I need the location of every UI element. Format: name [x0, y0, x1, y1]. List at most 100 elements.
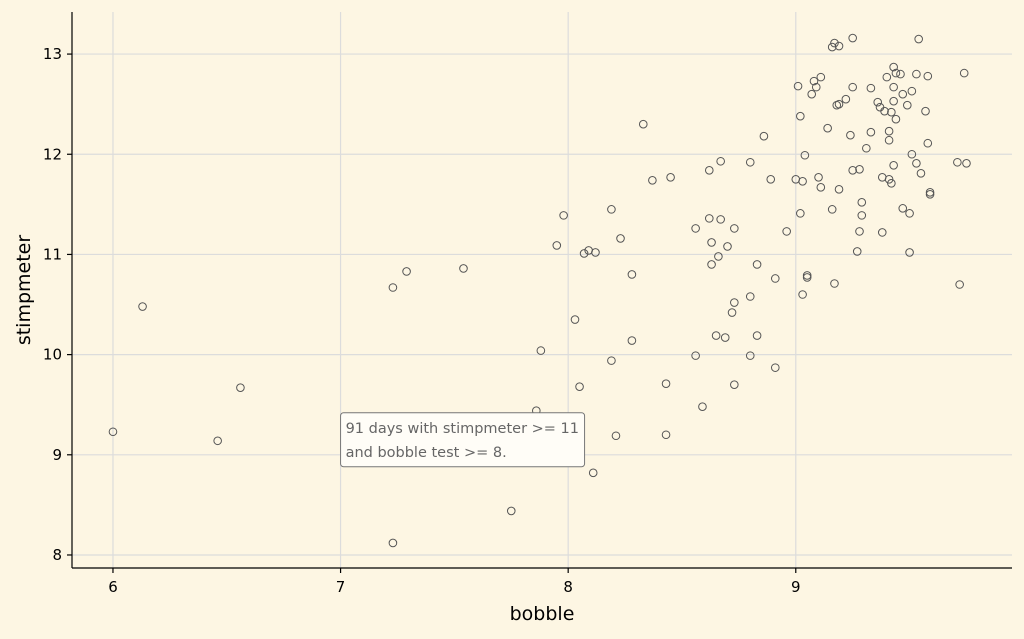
data-point [889, 96, 898, 106]
annotation-line-2: and bobble test >= 8. [346, 445, 507, 461]
data-point [907, 86, 917, 96]
data-point [691, 351, 700, 360]
data-point [579, 249, 589, 258]
data-point [138, 302, 147, 311]
data-point [638, 119, 648, 129]
data-point [402, 267, 411, 276]
grid-lines [72, 12, 1012, 568]
data-point [887, 179, 896, 188]
annotation-box [340, 412, 586, 468]
data-point [852, 247, 862, 256]
data-point [816, 72, 826, 82]
data-point [704, 165, 714, 175]
x-tick-label: 8 [563, 578, 573, 596]
y-tick-label: 13 [43, 45, 62, 63]
data-point [962, 158, 971, 168]
data-point [857, 198, 867, 207]
data-point [848, 82, 857, 92]
data-point [848, 33, 857, 43]
data-point [875, 102, 885, 112]
data-point [889, 62, 898, 72]
data-point [916, 168, 926, 178]
data-point [723, 242, 732, 251]
x-tick-label: 7 [336, 578, 346, 596]
y-tick-label: 11 [43, 245, 62, 263]
data-point [830, 38, 839, 48]
data-point [891, 68, 901, 78]
data-point [559, 211, 568, 220]
data-point [907, 149, 917, 159]
data-point [834, 41, 844, 51]
data-point [536, 346, 546, 355]
data-point [827, 205, 837, 214]
data-point [923, 71, 933, 81]
data-point [745, 292, 755, 301]
data-point [796, 111, 805, 121]
data-point [648, 176, 657, 185]
data-point [575, 382, 584, 391]
y-tick-label: 10 [43, 346, 62, 364]
data-point [745, 351, 755, 360]
data-point [666, 172, 675, 182]
data-point [914, 34, 923, 44]
data-point [108, 427, 118, 437]
data-point [459, 264, 468, 273]
data-point [889, 160, 898, 170]
data-point [925, 190, 935, 199]
data-point [811, 82, 821, 92]
data-point [807, 89, 817, 99]
data-point [727, 308, 737, 317]
data-point [616, 234, 625, 243]
data-point [716, 156, 725, 166]
data-point [752, 331, 762, 340]
data-point [591, 248, 600, 257]
data-point [884, 126, 894, 136]
data-point [388, 538, 398, 548]
data-point [857, 211, 867, 220]
data-point [714, 252, 723, 261]
data-point [730, 298, 739, 307]
data-point [898, 204, 908, 213]
data-point [711, 331, 721, 340]
tick-labels: 6 7 8 9 8 9 10 11 12 13 [43, 45, 801, 596]
data-point [707, 238, 716, 247]
data-point [855, 227, 864, 236]
data-point [611, 431, 621, 441]
data-point [707, 260, 716, 269]
data-point [661, 430, 671, 440]
data-point [800, 150, 810, 160]
x-tick-label: 9 [791, 578, 801, 596]
data-point [798, 177, 807, 186]
data-point [877, 228, 887, 237]
data-point [921, 106, 930, 116]
y-tick-label: 9 [52, 446, 62, 464]
annotation: 91 days with stimpmeter >= 11 and bobble… [340, 412, 586, 468]
data-point [759, 131, 769, 141]
data-point [959, 68, 969, 78]
data-point [698, 402, 707, 412]
data-point [782, 227, 791, 236]
data-point [830, 279, 839, 288]
annotation-line-1: 91 days with stimpmeter >= 11 [346, 421, 579, 437]
data-point [588, 468, 598, 478]
x-axis-title: bobble [510, 603, 575, 625]
data-point [213, 436, 222, 446]
data-point [912, 158, 921, 168]
data-point [898, 89, 908, 99]
x-tick-label: 6 [108, 578, 118, 596]
y-tick-label: 12 [43, 145, 62, 163]
data-point [796, 209, 805, 218]
data-point [873, 97, 883, 107]
data-point [905, 248, 914, 257]
data-point [798, 290, 807, 299]
data-point [607, 356, 616, 365]
y-axis-title: stimpmeter [13, 235, 35, 346]
y-tick-label: 8 [52, 546, 62, 564]
data-point [627, 336, 637, 345]
data-point [809, 76, 819, 86]
data-point [889, 82, 898, 92]
data-point [923, 138, 933, 148]
data-point [661, 379, 671, 388]
data-point [866, 127, 876, 137]
